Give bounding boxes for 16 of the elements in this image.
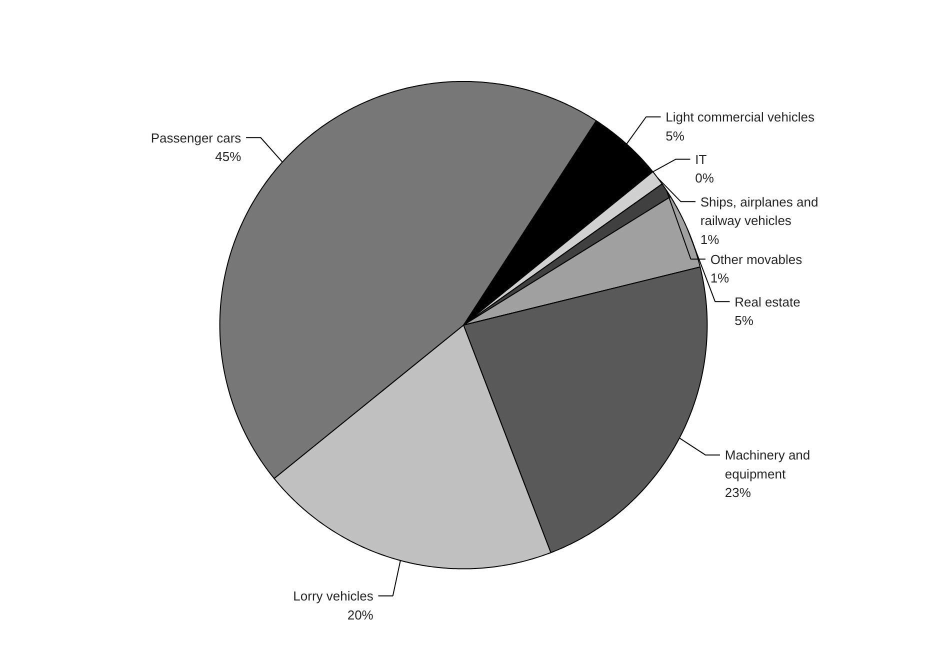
data-label: 20% bbox=[347, 607, 374, 622]
text: 0% bbox=[695, 170, 714, 186]
data-label: 23% bbox=[724, 485, 752, 500]
slice-label: Passenger cars bbox=[150, 130, 242, 146]
legend-label: IT bbox=[695, 152, 707, 167]
slice-label: Machinery and equipment bbox=[724, 448, 810, 482]
data-label: 1% bbox=[700, 232, 720, 247]
data-label: 5% bbox=[666, 128, 685, 144]
slice-label: Light commercial vehicles bbox=[666, 110, 815, 125]
slice-label: Ships, airplanes and railway vehicles bbox=[700, 194, 818, 228]
data-label: 45% bbox=[215, 149, 242, 164]
data-label: 1% bbox=[710, 270, 730, 286]
slice-label: Real estate bbox=[734, 294, 800, 310]
data-label: 5% bbox=[734, 313, 754, 328]
slice-label: Lorry vehicles bbox=[293, 588, 374, 604]
slice-label: Other movables bbox=[710, 252, 803, 267]
